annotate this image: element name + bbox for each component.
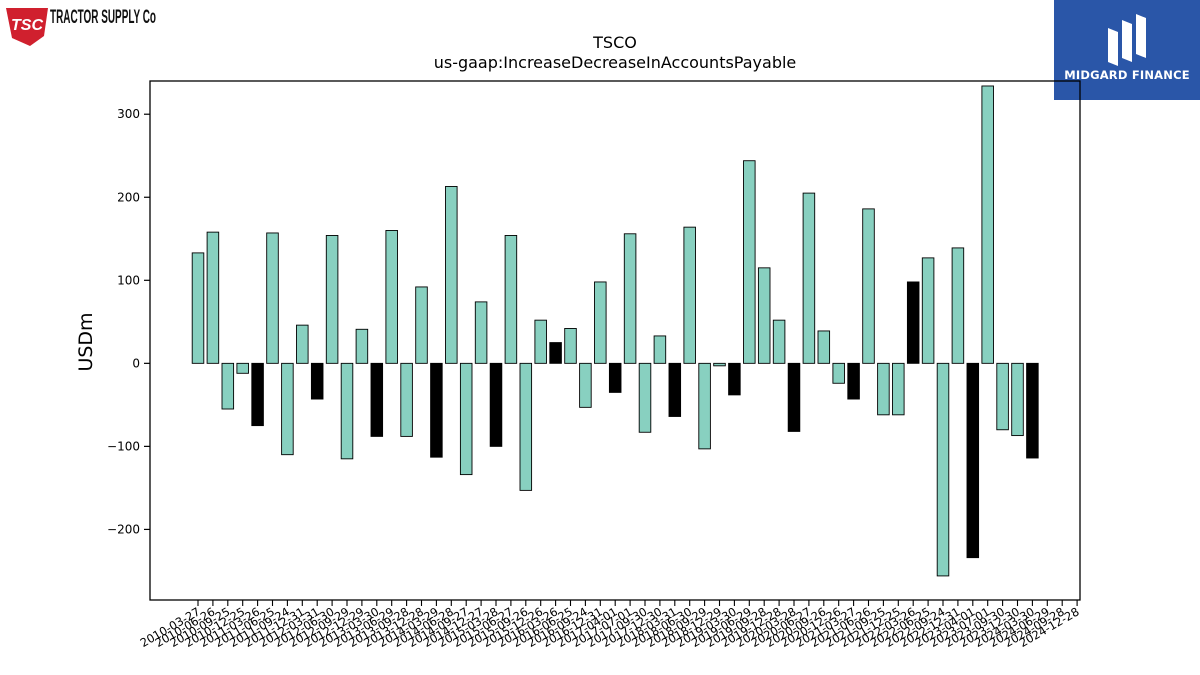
tractor-supply-logo: TSC TRACTOR SUPPLY Co bbox=[6, 7, 156, 46]
bar bbox=[370, 362, 384, 437]
bar bbox=[921, 257, 935, 364]
bar bbox=[266, 232, 279, 364]
bar bbox=[966, 362, 980, 559]
bar bbox=[236, 362, 249, 374]
bar bbox=[474, 301, 488, 364]
bar bbox=[906, 281, 920, 364]
bar bbox=[892, 362, 905, 416]
chart-subtitle: us-gaap:IncreaseDecreaseInAccountsPayabl… bbox=[434, 53, 797, 72]
bar bbox=[981, 85, 994, 364]
bar bbox=[191, 252, 205, 364]
y-tick-label: 0 bbox=[132, 356, 140, 370]
bar bbox=[340, 362, 354, 460]
y-axis-ticks: −200 −100 0 100 200 300 bbox=[107, 107, 150, 536]
bar bbox=[743, 160, 756, 364]
bar bbox=[802, 192, 816, 364]
midgard-mark-icon bbox=[1108, 14, 1146, 66]
bar-series bbox=[191, 85, 1039, 577]
bar bbox=[936, 362, 950, 577]
bar bbox=[608, 362, 622, 393]
bar bbox=[817, 330, 831, 364]
bar bbox=[653, 335, 667, 364]
y-tick-label: −100 bbox=[107, 439, 140, 453]
bar bbox=[549, 342, 562, 364]
bar bbox=[296, 324, 309, 364]
bar bbox=[281, 362, 294, 456]
bar bbox=[1011, 362, 1024, 437]
bar bbox=[668, 362, 682, 417]
bar bbox=[787, 362, 801, 432]
bar bbox=[445, 186, 458, 364]
tsc-logo-mark: TSC bbox=[11, 17, 43, 34]
bar bbox=[355, 328, 369, 364]
y-tick-label: −200 bbox=[107, 522, 140, 536]
bar bbox=[325, 235, 339, 364]
bar bbox=[862, 208, 875, 364]
plot-frame bbox=[149, 80, 1081, 601]
bar bbox=[415, 286, 428, 364]
bar bbox=[385, 230, 398, 364]
bar bbox=[400, 362, 413, 437]
bar bbox=[310, 362, 324, 400]
bar bbox=[623, 233, 637, 364]
bar bbox=[489, 362, 503, 447]
y-tick-label: 200 bbox=[117, 190, 140, 204]
bar bbox=[519, 362, 533, 491]
bar bbox=[996, 362, 1009, 431]
bar bbox=[459, 362, 473, 476]
bar bbox=[728, 362, 741, 396]
bar bbox=[638, 362, 652, 433]
bar bbox=[757, 267, 771, 364]
bar bbox=[698, 362, 711, 450]
bar bbox=[206, 231, 220, 364]
bar bbox=[534, 319, 547, 364]
bar bbox=[683, 226, 696, 364]
bar bbox=[847, 362, 860, 400]
y-tick-label: 100 bbox=[117, 273, 140, 287]
bar bbox=[772, 319, 786, 364]
y-axis-label: USDm bbox=[75, 312, 97, 371]
y-tick-label: 300 bbox=[117, 107, 140, 121]
midgard-finance-logo: MIDGARD FINANCE bbox=[1054, 0, 1200, 100]
tsc-logo-wordmark: TRACTOR SUPPLY Co bbox=[50, 7, 156, 28]
bar bbox=[430, 362, 443, 458]
bar bbox=[713, 362, 726, 367]
chart-title: TSCO bbox=[592, 33, 637, 52]
bar bbox=[251, 362, 264, 427]
bar bbox=[594, 281, 607, 364]
x-axis-ticks: 2010-03-272010-06-262010-09-252010-12-25… bbox=[138, 600, 1082, 650]
tsc-logo-badge bbox=[6, 8, 48, 46]
midgard-brand-name: MIDGARD FINANCE bbox=[1064, 68, 1190, 82]
bar bbox=[221, 362, 235, 410]
bar bbox=[951, 247, 965, 364]
bar bbox=[832, 362, 845, 384]
bar bbox=[579, 362, 592, 408]
bar bbox=[877, 362, 890, 416]
bar bbox=[504, 235, 518, 364]
bar bbox=[564, 328, 577, 364]
bar bbox=[1026, 362, 1039, 459]
